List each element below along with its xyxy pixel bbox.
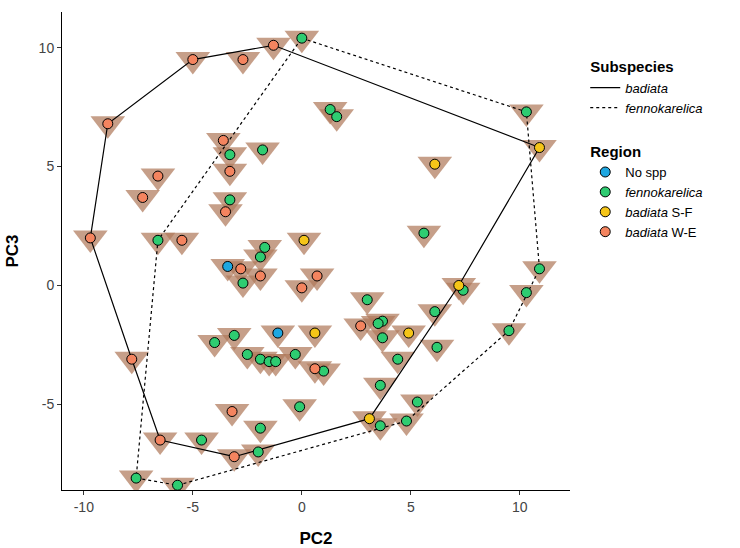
- svg-text:badiata: badiata: [625, 81, 668, 96]
- svg-text:-10: -10: [74, 499, 94, 515]
- svg-text:Region: Region: [590, 143, 641, 160]
- svg-text:PC2: PC2: [299, 529, 332, 548]
- svg-text:PC3: PC3: [3, 234, 22, 267]
- svg-text:fennokarelica: fennokarelica: [625, 101, 702, 116]
- svg-text:-5: -5: [187, 499, 200, 515]
- svg-text:10: 10: [512, 499, 528, 515]
- svg-text:badiata S-F: badiata S-F: [625, 205, 692, 220]
- svg-text:Subspecies: Subspecies: [590, 58, 673, 75]
- svg-text:5: 5: [46, 158, 54, 174]
- svg-text:5: 5: [407, 499, 415, 515]
- svg-text:No spp: No spp: [625, 165, 666, 180]
- svg-text:badiata W-E: badiata W-E: [625, 225, 697, 240]
- svg-text:0: 0: [298, 499, 306, 515]
- svg-text:0: 0: [46, 277, 54, 293]
- svg-text:-5: -5: [42, 396, 55, 412]
- svg-text:fennokarelica: fennokarelica: [625, 185, 702, 200]
- svg-text:10: 10: [39, 40, 55, 56]
